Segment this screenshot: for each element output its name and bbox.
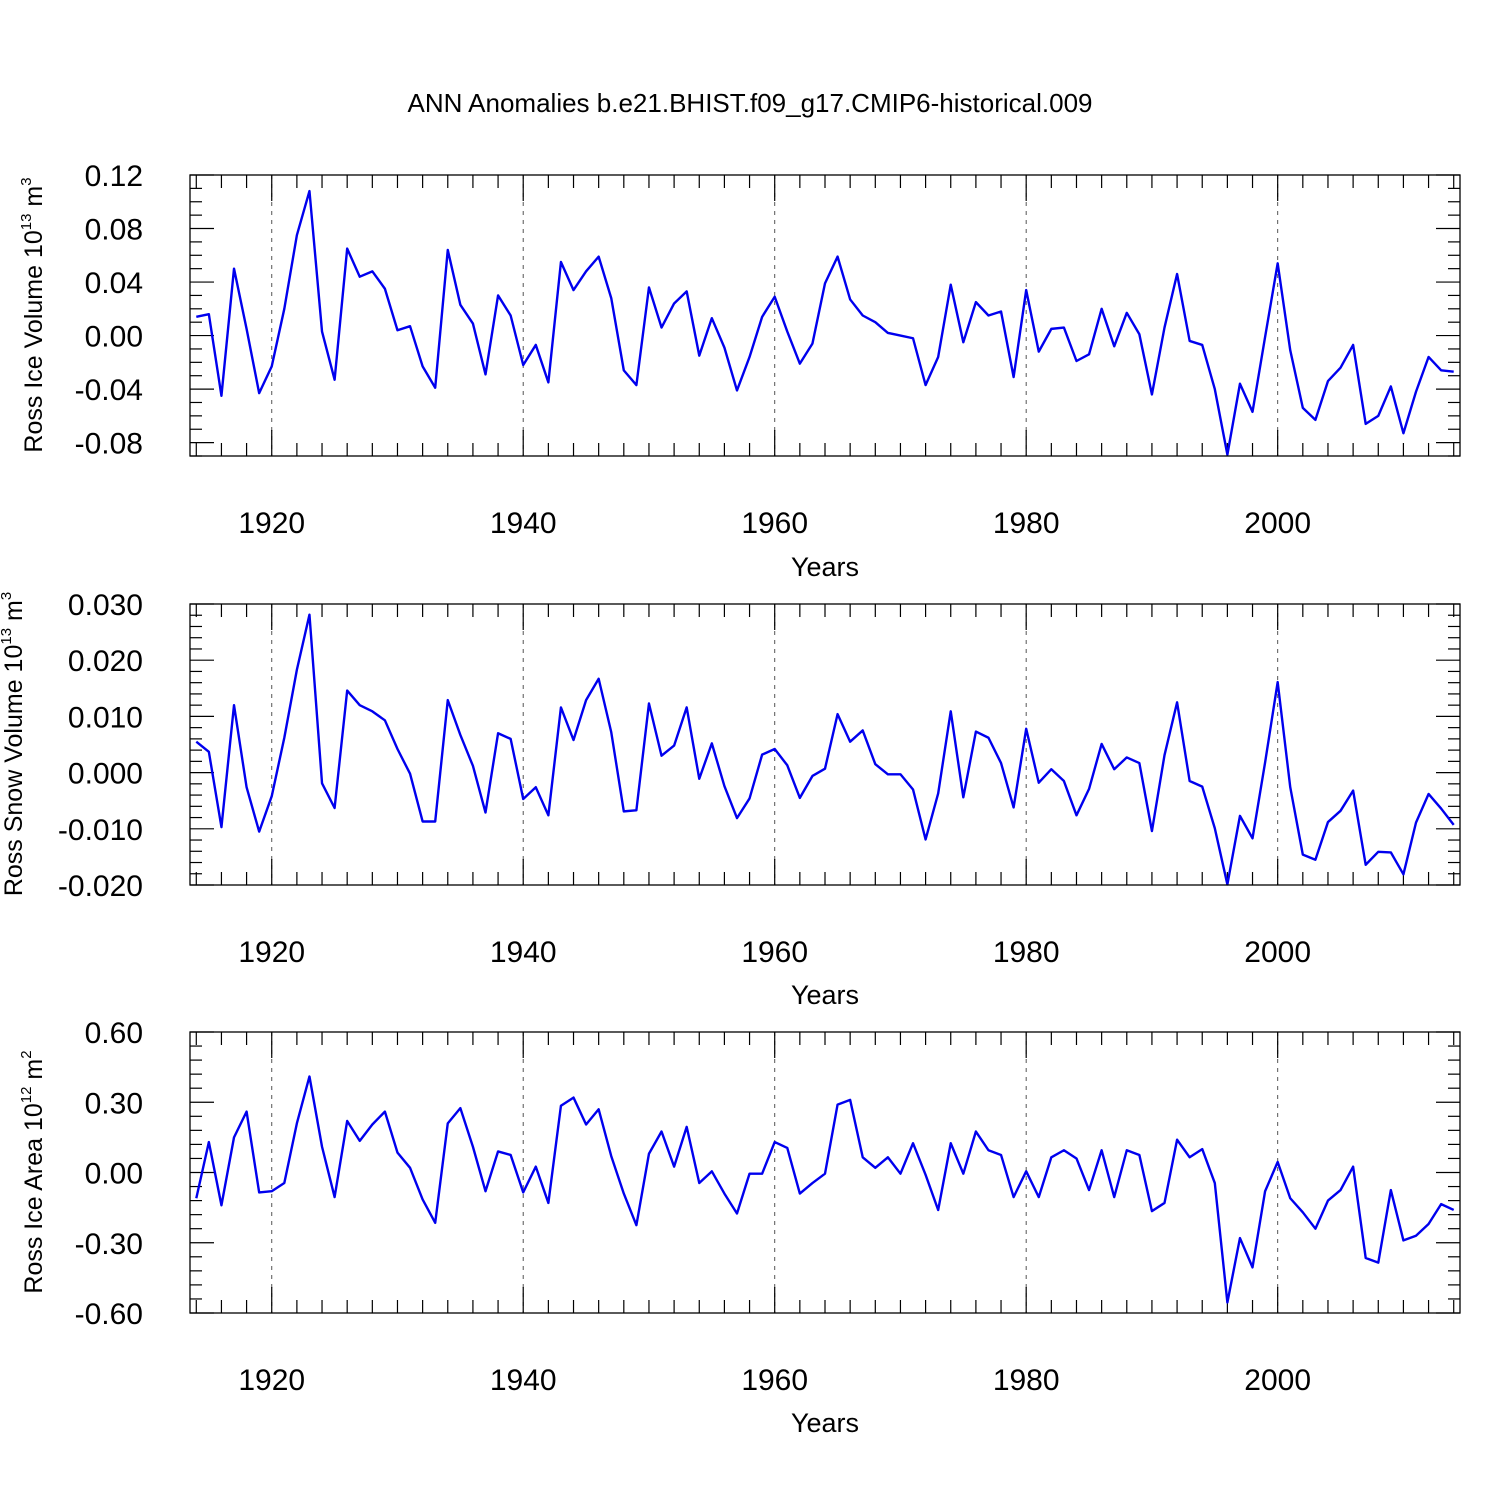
x-tick-label: 2000: [1244, 936, 1311, 969]
y-tick-label: 0.010: [68, 701, 143, 734]
x-tick-label: 2000: [1244, 507, 1311, 540]
x-tick-label: 1920: [238, 1364, 305, 1397]
x-tick-label: 1940: [490, 936, 557, 969]
x-axis-label: Years: [791, 1408, 859, 1438]
y-tick-label: 0.08: [85, 214, 143, 247]
series-line-ice-volume: [196, 189, 1454, 456]
x-axis-label: Years: [791, 552, 859, 582]
y-tick-label: 0.020: [68, 645, 143, 678]
x-tick-label: 1960: [741, 507, 808, 540]
panel-ice-area: Years Ross Ice Area 1012 m2 1920 1940 1960…: [18, 1017, 1461, 1438]
y-axis-label: Ross Ice Volume 1013 m3: [18, 177, 48, 452]
x-tick-label: 1980: [993, 936, 1060, 969]
y-tick-label: -0.08: [75, 428, 143, 461]
x-tick-label: 2000: [1244, 1364, 1311, 1397]
chart-title: ANN Anomalies b.e21.BHIST.f09_g17.CMIP6-…: [407, 88, 1092, 118]
plot-frame: [189, 1031, 1461, 1314]
y-tick-label: 0.30: [85, 1087, 143, 1120]
series-line-snow-volume: [195, 613, 1455, 886]
y-tick-label: 0.00: [85, 321, 143, 354]
panel-ice-volume: Years Ross Ice Volume 1013 m3 1920 1940 19…: [18, 160, 1461, 582]
x-tick-label: 1960: [741, 1364, 808, 1397]
y-tick-label: 0.60: [85, 1017, 143, 1050]
x-tick-label: 1980: [993, 507, 1060, 540]
plot-frame: [189, 603, 1461, 886]
y-tick-label: 0.00: [85, 1158, 143, 1191]
x-tick-label: 1980: [993, 1364, 1060, 1397]
y-tick-label: 0.030: [68, 589, 143, 622]
y-tick-label: -0.04: [75, 374, 143, 407]
y-tick-label: -0.010: [58, 814, 143, 847]
y-tick-label: 0.04: [85, 267, 143, 300]
panel-snow-volume: Years Ross Snow Volume 1013 m3 1920 1940 1…: [0, 589, 1461, 1010]
y-axis-label: Ross Ice Area 1012 m2: [18, 1050, 48, 1293]
x-tick-label: 1940: [490, 1364, 557, 1397]
y-tick-label: 0.000: [68, 758, 143, 791]
x-tick-label: 1920: [238, 507, 305, 540]
x-tick-label: 1920: [238, 936, 305, 969]
x-tick-label: 1960: [741, 936, 808, 969]
x-tick-label: 1940: [490, 507, 557, 540]
series-line-ice-area: [195, 1075, 1455, 1304]
y-tick-label: -0.020: [58, 870, 143, 903]
y-tick-label: -0.30: [75, 1228, 143, 1261]
y-tick-label: 0.12: [85, 160, 143, 193]
plot-frame: [189, 174, 1461, 457]
y-tick-label: -0.60: [75, 1298, 143, 1331]
y-axis-label: Ross Snow Volume 1013 m3: [0, 592, 28, 896]
x-axis-label: Years: [791, 980, 859, 1010]
